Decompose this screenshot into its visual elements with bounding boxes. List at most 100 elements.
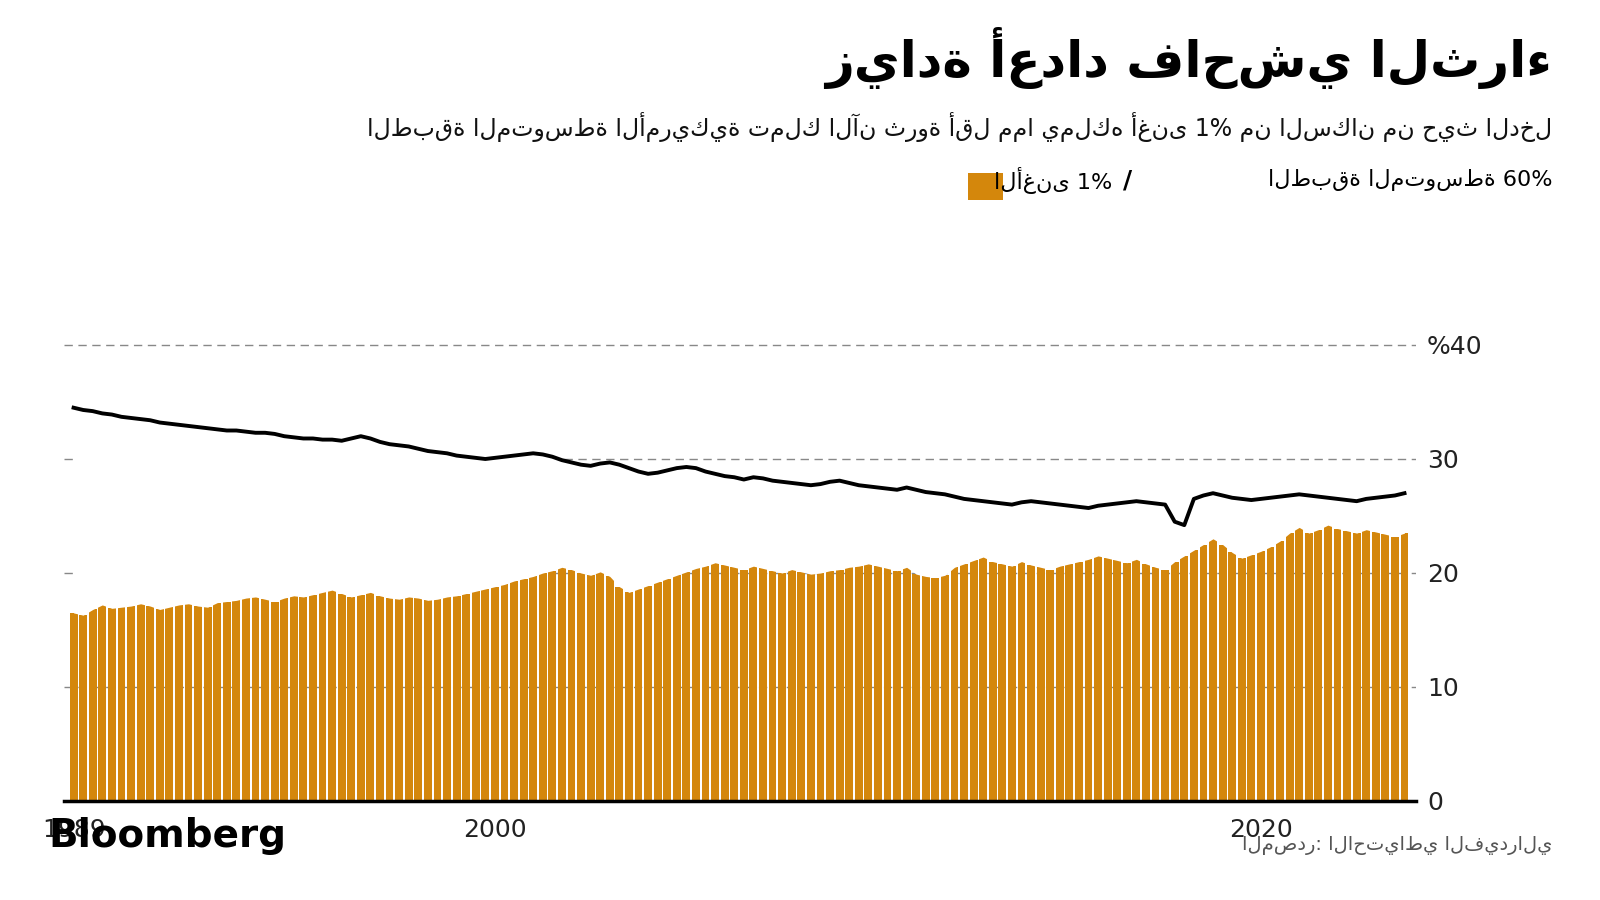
Bar: [1248, 554, 1256, 801]
Text: زيادة أعداد فاحشي الثراء: زيادة أعداد فاحشي الثراء: [826, 27, 1552, 89]
Bar: [453, 596, 461, 801]
Bar: [749, 566, 757, 801]
Bar: [347, 597, 355, 801]
Bar: [472, 591, 480, 801]
Bar: [635, 589, 643, 801]
Bar: [1066, 564, 1074, 801]
Bar: [720, 565, 728, 801]
Bar: [70, 613, 77, 801]
Bar: [530, 576, 538, 801]
Bar: [1018, 562, 1026, 801]
Bar: [787, 570, 795, 801]
Bar: [1114, 561, 1122, 801]
Bar: [654, 582, 661, 801]
Bar: [778, 573, 786, 801]
Bar: [376, 596, 384, 801]
Bar: [1229, 553, 1237, 801]
Bar: [165, 608, 173, 801]
Bar: [501, 584, 509, 801]
Bar: [107, 608, 115, 801]
Bar: [1352, 533, 1360, 801]
Bar: [1333, 528, 1341, 801]
Bar: [1181, 556, 1189, 801]
Bar: [1085, 559, 1093, 801]
Bar: [683, 572, 690, 801]
Bar: [1152, 567, 1160, 801]
Bar: [482, 589, 490, 801]
Bar: [1027, 565, 1035, 801]
Bar: [1258, 552, 1266, 801]
Bar: [491, 587, 499, 801]
Bar: [989, 562, 997, 801]
Bar: [1286, 533, 1293, 801]
Bar: [645, 586, 653, 801]
Bar: [1210, 539, 1218, 801]
Bar: [893, 571, 901, 801]
Bar: [357, 595, 365, 801]
Bar: [874, 566, 882, 801]
Bar: [395, 599, 403, 801]
Bar: [1123, 562, 1131, 801]
Bar: [366, 592, 374, 801]
Bar: [1056, 566, 1064, 801]
Bar: [1238, 558, 1246, 801]
Bar: [213, 603, 221, 801]
Bar: [1342, 531, 1350, 801]
Bar: [970, 561, 978, 801]
Bar: [1277, 541, 1283, 801]
Bar: [309, 595, 317, 801]
Bar: [710, 562, 718, 801]
Text: المصدر: الاحتياطي الفيدرالي: المصدر: الاحتياطي الفيدرالي: [1242, 836, 1552, 855]
Bar: [816, 573, 824, 801]
Bar: [883, 569, 891, 801]
Bar: [1190, 550, 1198, 801]
Bar: [251, 597, 259, 801]
Bar: [510, 581, 518, 801]
Bar: [184, 604, 192, 801]
Bar: [1219, 544, 1227, 801]
Bar: [1075, 562, 1083, 801]
Bar: [520, 579, 528, 801]
Bar: [203, 608, 211, 801]
Bar: [1306, 533, 1312, 801]
Bar: [674, 575, 680, 801]
Bar: [1133, 559, 1141, 801]
Bar: [1371, 532, 1379, 801]
Bar: [578, 573, 586, 801]
Bar: [739, 570, 747, 801]
Bar: [155, 609, 163, 801]
Bar: [979, 557, 987, 801]
Bar: [136, 604, 144, 801]
Bar: [98, 605, 106, 801]
Bar: [174, 605, 182, 801]
Bar: [299, 597, 307, 801]
Bar: [80, 616, 86, 801]
Text: Bloomberg: Bloomberg: [48, 817, 286, 855]
Bar: [386, 598, 394, 801]
Text: /: /: [1123, 168, 1133, 192]
Bar: [222, 601, 230, 801]
Bar: [587, 575, 595, 801]
Bar: [1381, 535, 1389, 801]
Bar: [797, 572, 805, 801]
Bar: [414, 598, 422, 801]
Bar: [1008, 566, 1016, 801]
Bar: [1171, 562, 1179, 801]
Bar: [1037, 567, 1045, 801]
Bar: [931, 578, 939, 801]
Bar: [826, 571, 834, 801]
Bar: [280, 598, 288, 801]
Bar: [549, 571, 557, 801]
Bar: [328, 590, 336, 801]
Bar: [1046, 570, 1054, 801]
Bar: [845, 567, 853, 801]
Bar: [960, 564, 968, 801]
Bar: [146, 606, 154, 801]
Bar: [88, 609, 96, 801]
Bar: [1267, 547, 1274, 801]
Bar: [318, 592, 326, 801]
Bar: [768, 571, 776, 801]
Bar: [1323, 525, 1331, 801]
Bar: [998, 564, 1006, 801]
Bar: [616, 587, 624, 801]
